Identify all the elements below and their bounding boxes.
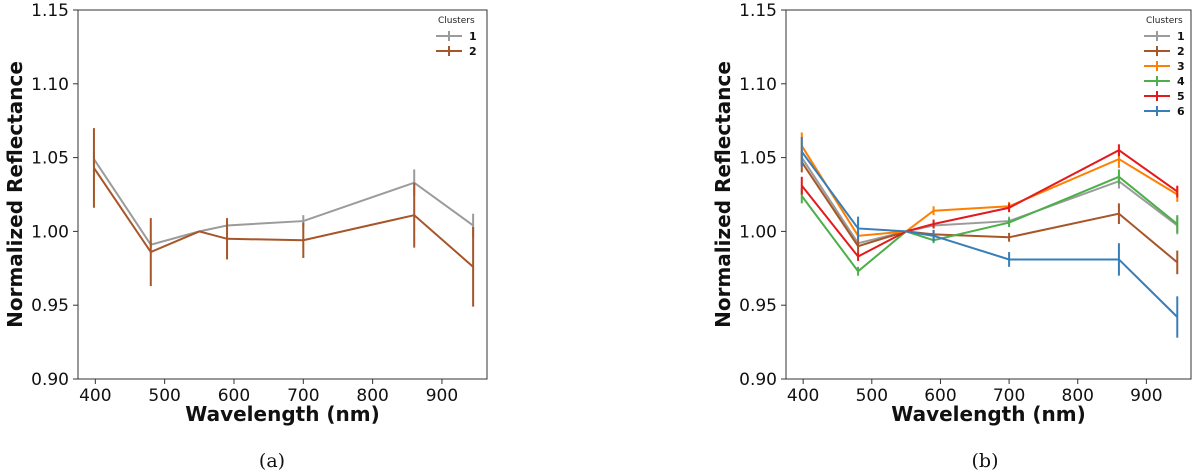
chart-panel-b: 400 500 600 700 800 900 0.90 0.95 1.00 1.05 1.10 1.…: [711, 1, 1192, 472]
y-tick-label: 1.00: [31, 222, 69, 242]
plot-area-frame: [77, 9, 488, 380]
legend-label: 2: [469, 45, 477, 58]
x-tick-label: 600: [218, 386, 250, 406]
x-tick-label: 700: [993, 386, 1025, 406]
x-tick-label: 800: [1062, 386, 1094, 406]
axes-ticks: 400 500 600 700 800 900 0.90 0.95 1.00 1.05 1.10 1.…: [739, 1, 1162, 406]
chart-panel-a: 400 500 600 700 800 900 0.90 0.95 1.00 1.05 1.10 1.…: [3, 1, 488, 472]
x-tick-label: 500: [856, 386, 888, 406]
x-axis-label: Wavelength (nm): [185, 402, 380, 426]
x-tick-label: 900: [1130, 386, 1162, 406]
legend: Clusters 1 2: [436, 16, 477, 58]
x-tick-label: 400: [787, 386, 819, 406]
y-axis-label: Normalized Reflectance: [3, 61, 27, 328]
x-tick-label: 900: [426, 386, 458, 406]
y-tick-label: 1.15: [31, 1, 69, 21]
legend-label: 5: [1177, 90, 1185, 103]
x-axis-label: Wavelength (nm): [891, 402, 1086, 426]
y-tick-label: 1.05: [31, 149, 69, 169]
y-tick-label: 1.10: [739, 75, 777, 95]
plot-area-frame: [785, 9, 1192, 380]
legend-label: 4: [1177, 75, 1185, 88]
x-tick-label: 800: [356, 386, 388, 406]
panel-caption: (b): [972, 450, 999, 472]
series-group: [92, 128, 475, 307]
legend-title: Clusters: [1146, 16, 1183, 26]
x-tick-label: 500: [148, 386, 180, 406]
legend-label: 1: [469, 30, 477, 43]
legend-label: 6: [1177, 105, 1185, 118]
x-tick-label: 600: [924, 386, 956, 406]
panel-caption: (a): [259, 450, 285, 472]
y-tick-label: 0.90: [31, 370, 69, 390]
y-tick-label: 1.00: [739, 222, 777, 242]
legend-label: 2: [1177, 45, 1185, 58]
y-tick-label: 0.95: [31, 296, 69, 316]
y-tick-label: 0.95: [739, 296, 777, 316]
x-tick-label: 700: [287, 386, 319, 406]
y-tick-label: 1.10: [31, 75, 69, 95]
y-tick-label: 1.15: [739, 1, 777, 21]
x-tick-label: 400: [79, 386, 111, 406]
y-axis-label: Normalized Reflectance: [711, 61, 735, 328]
legend: Clusters 1 2 3 4 5 6: [1144, 16, 1185, 118]
y-tick-label: 0.90: [739, 370, 777, 390]
legend-title: Clusters: [438, 16, 475, 26]
y-tick-label: 1.05: [739, 149, 777, 169]
legend-label: 1: [1177, 30, 1185, 43]
axes-ticks: 400 500 600 700 800 900 0.90 0.95 1.00 1.05 1.10 1.…: [31, 1, 458, 406]
legend-label: 3: [1177, 60, 1185, 73]
series-group: [800, 132, 1179, 338]
